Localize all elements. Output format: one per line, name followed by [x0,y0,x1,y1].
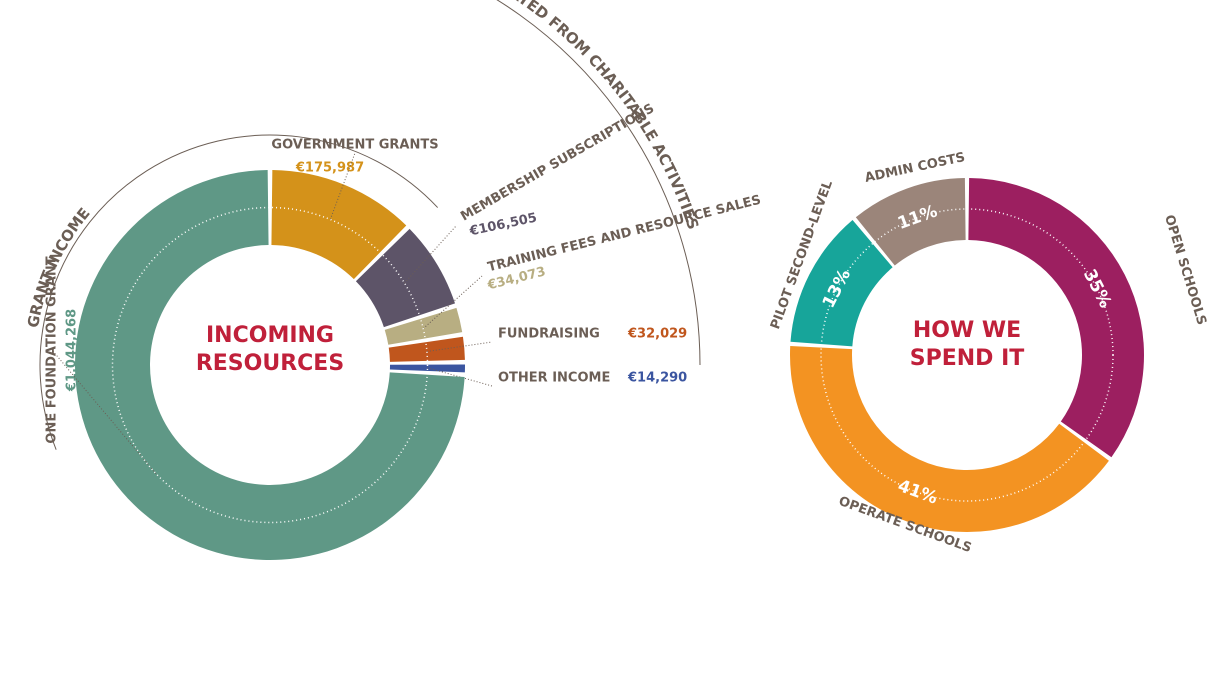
category-label: OTHER INCOME [498,371,610,386]
pie-segment [388,336,465,362]
leader-line [422,275,483,329]
pie-segment [855,178,966,266]
inner-dotted-ring [820,208,1114,502]
group-label: INCOME GENERATED FROM CHARITABLE ACTIVIT… [392,0,703,232]
leader-line [426,341,493,353]
group-label: INCOME GENERATED FROM CHARITABLE ACTIVIT… [392,0,703,232]
pie-segment [790,346,1109,532]
category-label: FUNDRAISING [498,327,600,342]
inner-dotted-ring [111,206,429,524]
category-label: GOVERNMENT GRANTS [271,138,438,153]
pie-segment [968,178,1144,458]
category-label: ONE FOUNDATION GRANT [45,256,60,443]
group-outline [496,0,701,366]
value-label: €14,290 [627,371,687,386]
pie-segment [384,307,463,345]
leader-line [404,225,457,284]
chart-title: INCOMING RESOURCES [195,323,345,376]
category-label: OPEN SCHOOLS [1161,213,1209,327]
value-label: €32,029 [627,327,687,342]
chart-title: HOW WE SPEND IT [909,318,1025,371]
value-label: €175,987 [295,161,364,176]
category-label: MEMBERSHIP SUBSCRIPTIONS [458,101,657,224]
pie-segment [75,170,465,560]
value-label: €1,044,268 [65,309,80,392]
pie-segment [389,364,465,373]
group-outline [39,134,439,450]
pie-segment [271,170,407,280]
pie-segment [790,219,893,347]
pie-segment [355,228,456,328]
category-label: TRAINING FEES AND RESOURCE SALES [486,193,762,276]
